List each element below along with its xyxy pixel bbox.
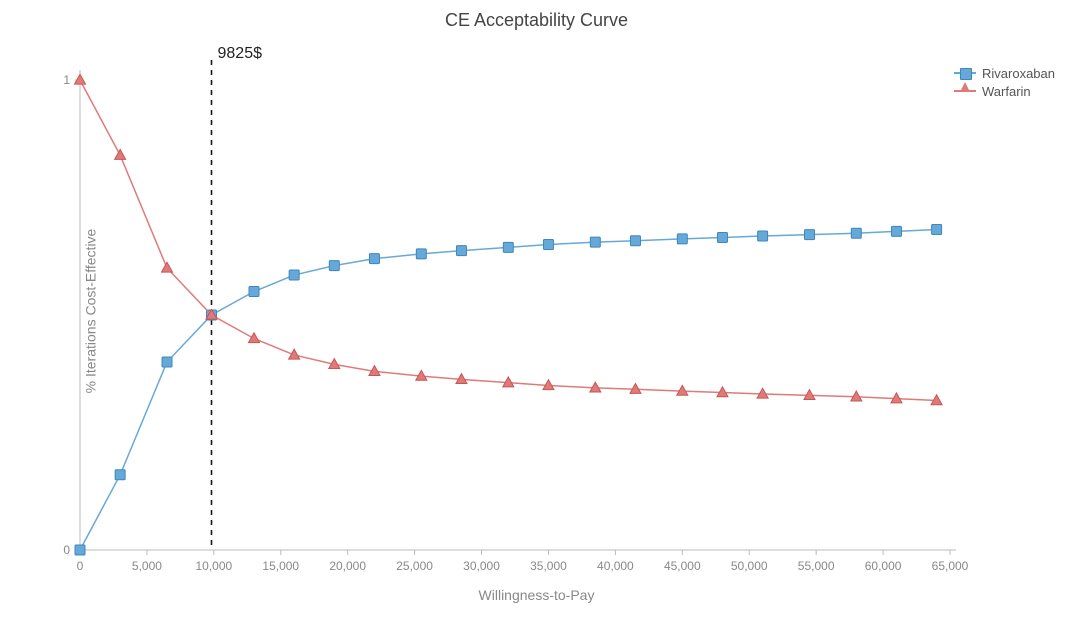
marker-triangle — [249, 333, 260, 343]
x-tick-label: 55,000 — [798, 559, 835, 573]
marker-square — [717, 232, 727, 242]
marker-triangle — [115, 149, 126, 159]
ce-acceptability-chart: CE Acceptability Curve % Iterations Cost… — [0, 0, 1073, 621]
marker-square — [758, 231, 768, 241]
marker-square — [329, 261, 339, 271]
x-tick-label: 50,000 — [731, 559, 768, 573]
y-tick-label: 0 — [63, 543, 70, 557]
x-tick-label: 10,000 — [195, 559, 232, 573]
x-tick-label: 5,000 — [132, 559, 162, 573]
marker-square — [369, 254, 379, 264]
y-tick-label: 1 — [63, 73, 70, 87]
marker-triangle — [162, 262, 173, 272]
marker-square — [249, 287, 259, 297]
marker-square — [115, 470, 125, 480]
x-tick-label: 15,000 — [262, 559, 299, 573]
marker-square — [804, 230, 814, 240]
series-line-warfarin — [80, 80, 937, 401]
marker-square — [630, 236, 640, 246]
x-tick-label: 25,000 — [396, 559, 433, 573]
series-line-rivaroxaban — [80, 229, 937, 550]
marker-square — [162, 357, 172, 367]
marker-square — [851, 228, 861, 238]
marker-square — [891, 226, 901, 236]
annotation-label: 9825$ — [218, 45, 263, 62]
marker-square — [456, 246, 466, 256]
x-tick-label: 20,000 — [329, 559, 366, 573]
marker-square — [932, 224, 942, 234]
x-tick-label: 0 — [77, 559, 84, 573]
x-tick-label: 30,000 — [463, 559, 500, 573]
marker-square — [677, 234, 687, 244]
marker-square — [543, 240, 553, 250]
plot-svg: 0 5,000 10,000 15,000 20,000 25,000 30,000 35,0… — [0, 0, 1073, 621]
marker-square — [503, 242, 513, 252]
marker-square — [590, 237, 600, 247]
marker-square — [289, 270, 299, 280]
x-tick-label: 35,000 — [530, 559, 567, 573]
marker-square — [75, 545, 85, 555]
marker-square — [416, 249, 426, 259]
marker-triangle — [75, 74, 86, 84]
x-tick-label: 45,000 — [664, 559, 701, 573]
x-tick-label: 60,000 — [865, 559, 902, 573]
x-tick-label: 40,000 — [597, 559, 634, 573]
x-tick-label: 65,000 — [932, 559, 969, 573]
